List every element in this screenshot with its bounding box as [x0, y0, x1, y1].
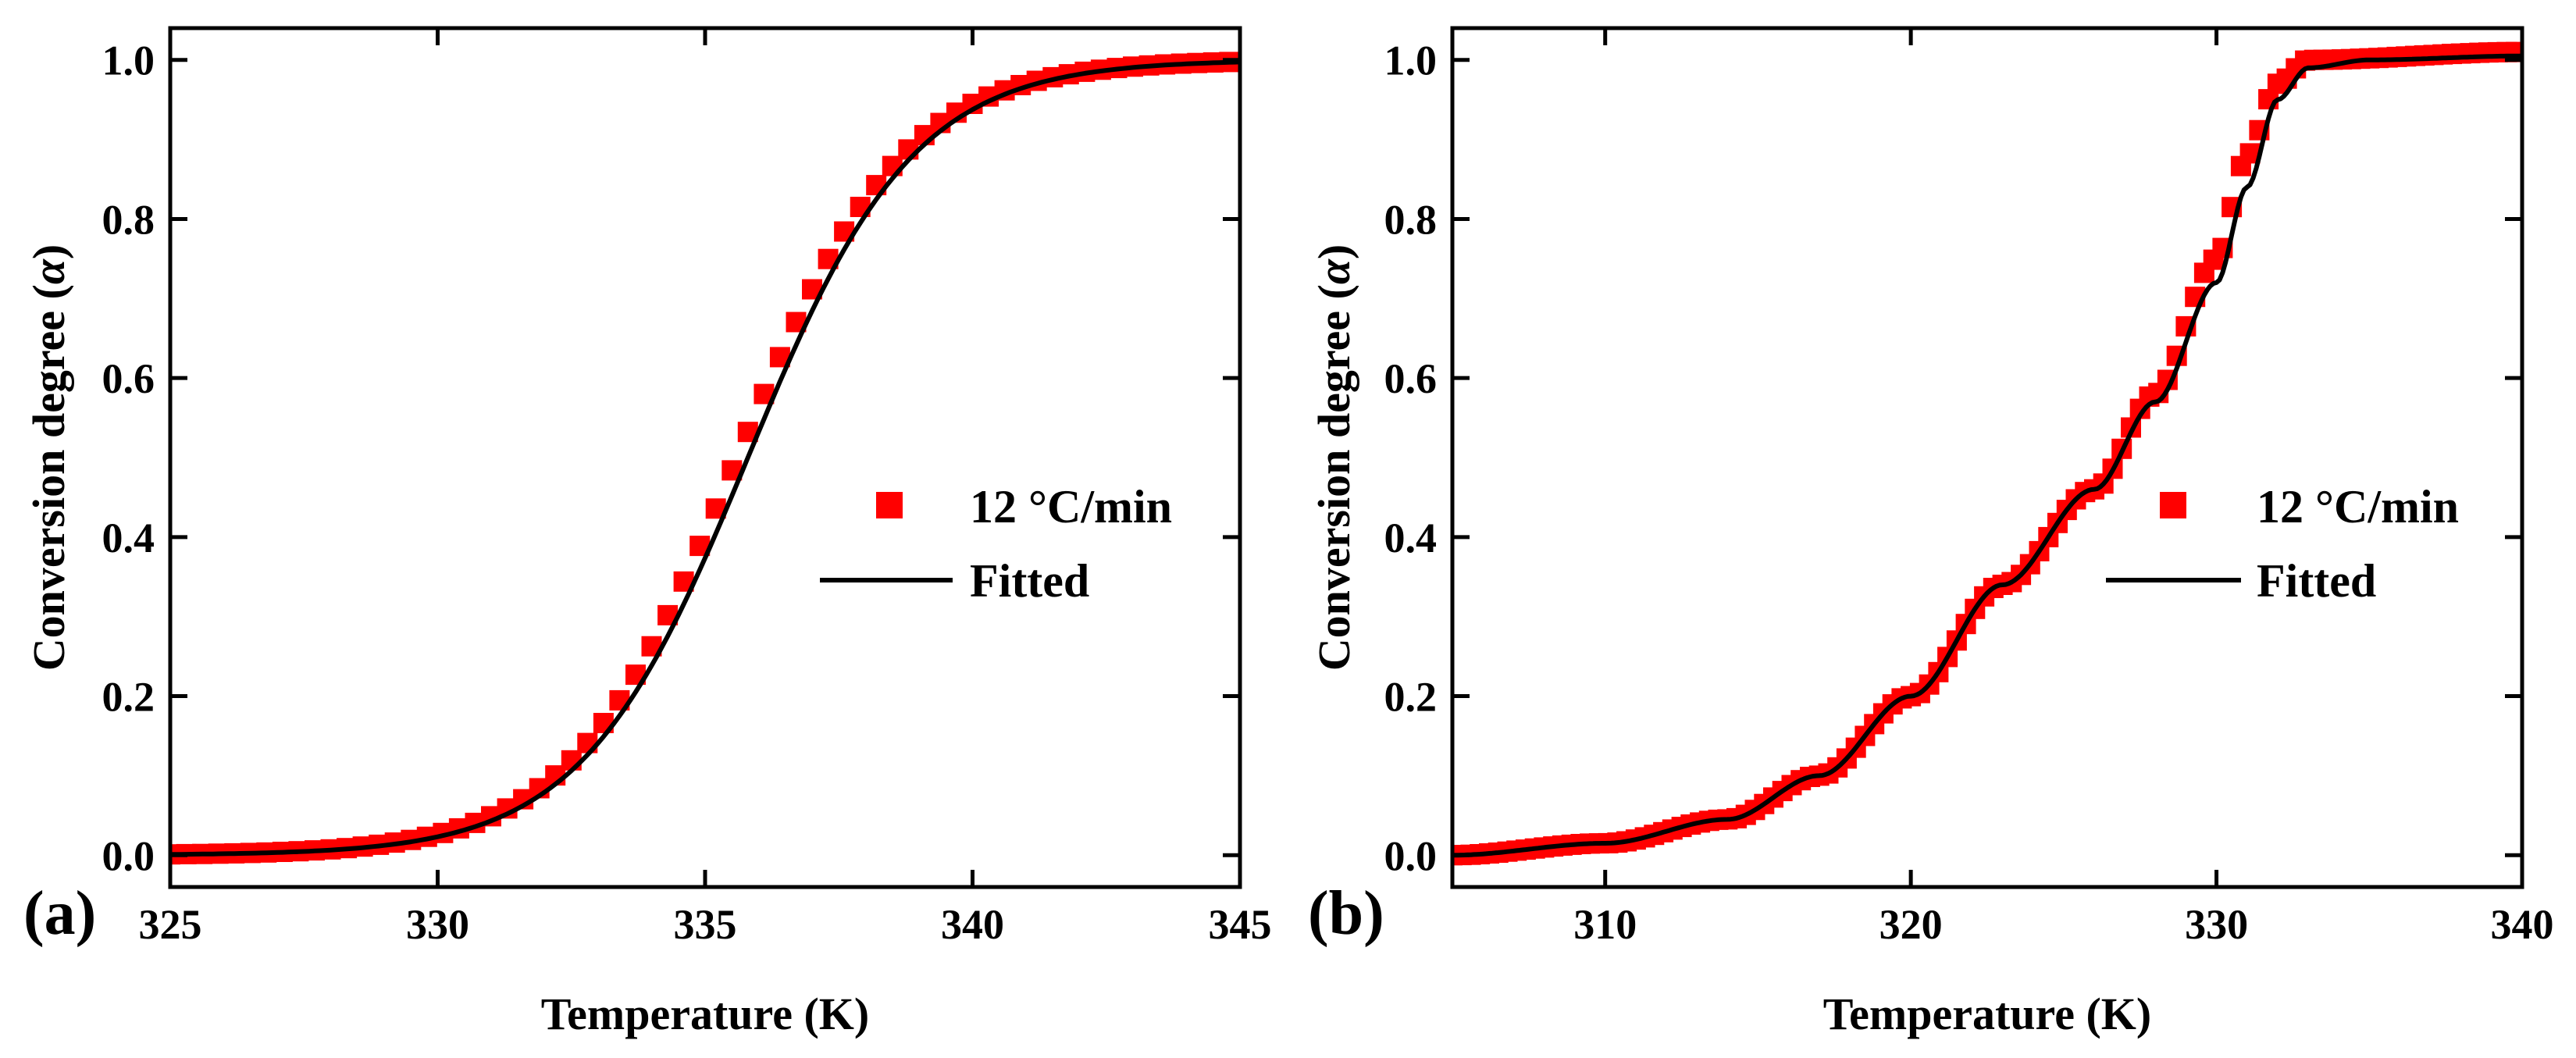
- panel-b-fitted-line: [1452, 53, 2522, 858]
- panel-a-x-tick-label: 325: [139, 901, 202, 948]
- panel-a-x-tick-label: 345: [1209, 901, 1272, 948]
- panel-b-legend-marker-label: 12 °C/min: [2257, 481, 2459, 533]
- panel-b-plot-frame: [1450, 26, 2524, 889]
- panel-b-x-axis-label: Temperature (K): [1823, 989, 2151, 1039]
- panel-a-ticks: 325 330 335 340 345 0.0 0.2 0.4 0.6 0.8 1.0: [102, 28, 1272, 948]
- panel-a-legend-marker-label: 12 °C/min: [970, 481, 1172, 533]
- panel-a-y-tick-label: 1.0: [102, 37, 155, 84]
- panel-b-data-layer: [1452, 41, 2522, 866]
- panel-a-legend: 12 °C/min Fitted: [820, 481, 1172, 607]
- panel-b-y-tick-label: 0.0: [1384, 832, 1438, 879]
- panel-a-y-axis-label: Conversion degree (α): [23, 244, 74, 671]
- panel-b-ticks: 310 320 330 340 0.0 0.2 0.4 0.6 0.8 1.0: [1384, 28, 2554, 948]
- panel-b-y-tick-label: 0.4: [1384, 515, 1438, 561]
- panel-b-x-tick-label: 320: [1879, 901, 1943, 948]
- panel-b-y-tick-label: 1.0: [1384, 37, 1438, 84]
- panel-a: 325 330 335 340 345 0.0 0.2 0.4 0.6 0.8 1.0 Conver…: [23, 26, 1272, 1039]
- panel-b-y-axis-label: Conversion degree (α): [1309, 244, 1359, 671]
- panel-a-plot-frame: [168, 26, 1242, 889]
- panel-a-x-tick-label: 335: [674, 901, 737, 948]
- panel-a-y-tick-label: 0.8: [102, 196, 155, 243]
- panel-a-label: (a): [23, 879, 96, 948]
- panel-a-y-tick-label: 0.6: [102, 355, 155, 402]
- panel-b-x-tick-label: 330: [2185, 901, 2248, 948]
- panel-a-y-tick-label: 0.0: [102, 832, 155, 879]
- panel-a-fitted-line: [170, 59, 1240, 857]
- panel-a-x-tick-label: 340: [941, 901, 1004, 948]
- panel-a-legend-line-label: Fitted: [970, 555, 1089, 607]
- panel-b-y-tick-label: 0.6: [1384, 355, 1438, 402]
- panel-b-legend: 12 °C/min Fitted: [2106, 481, 2459, 607]
- panel-a-data-layer: [170, 52, 1240, 865]
- panel-b-y-tick-label: 0.8: [1384, 196, 1438, 243]
- panel-a-y-tick-label: 0.2: [102, 674, 155, 721]
- panel-a-legend-marker-swatch: [876, 492, 903, 518]
- panel-a-x-tick-label: 330: [406, 901, 469, 948]
- panel-b-x-tick-label: 340: [2491, 901, 2554, 948]
- panel-b: 310 320 330 340 0.0 0.2 0.4 0.6 0.8 1.0 Conversio…: [1308, 26, 2554, 1039]
- panel-b-x-tick-label: 310: [1573, 901, 1637, 948]
- panel-a-x-axis-label: Temperature (K): [541, 989, 869, 1039]
- panel-a-y-tick-label: 0.4: [102, 515, 155, 561]
- panel-b-legend-line-label: Fitted: [2257, 555, 2376, 607]
- panel-b-label: (b): [1308, 879, 1384, 948]
- panel-b-legend-marker-swatch: [2160, 492, 2186, 518]
- panel-b-y-tick-label: 0.2: [1384, 674, 1438, 721]
